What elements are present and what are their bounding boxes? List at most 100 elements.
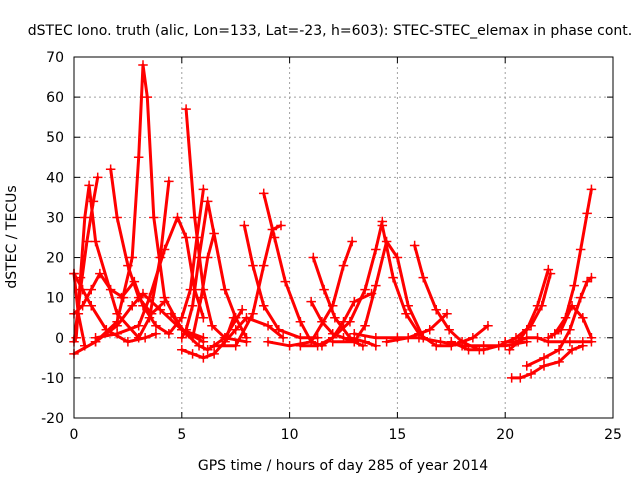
data-point	[258, 300, 269, 311]
data-point	[198, 184, 209, 195]
y-tick-label: -10	[41, 371, 64, 387]
series-line	[191, 232, 216, 340]
y-tick-label: 70	[46, 50, 64, 66]
data-point	[306, 296, 316, 307]
data-point	[207, 320, 217, 331]
series-pass-34	[550, 184, 597, 339]
data-point	[330, 312, 340, 323]
data-point	[187, 333, 198, 343]
data-point	[112, 316, 122, 327]
data-point	[392, 333, 403, 343]
data-point	[539, 353, 549, 363]
data-point	[345, 316, 355, 327]
data-point	[116, 292, 127, 303]
data-point	[129, 276, 140, 287]
axis-ticks: 0 5 10 15 20 25 -20 -10 0 10 20 30 40 50 60 70	[41, 50, 622, 443]
data-point	[522, 333, 532, 343]
x-tick-label: 0	[70, 427, 79, 443]
y-tick-label: 40	[46, 170, 64, 186]
data-point	[263, 337, 273, 347]
series-line	[262, 191, 373, 348]
data-point	[493, 341, 504, 351]
x-tick-label: 25	[604, 427, 622, 443]
data-point	[401, 308, 411, 319]
data-point	[463, 345, 474, 355]
data-point	[269, 232, 280, 243]
data-point	[371, 244, 381, 255]
data-point	[237, 304, 247, 315]
data-point	[349, 296, 360, 307]
data-point	[506, 373, 517, 383]
series-line	[74, 179, 171, 340]
series-pass-10	[90, 212, 209, 343]
data-point	[511, 337, 521, 347]
data-point	[360, 320, 370, 331]
data-point	[181, 232, 191, 243]
data-point	[138, 60, 148, 70]
data-point	[377, 220, 388, 231]
data-point	[159, 296, 170, 307]
data-point	[442, 308, 452, 319]
data-point	[522, 361, 532, 371]
data-point	[567, 300, 577, 311]
data-point	[418, 272, 429, 283]
data-point	[317, 316, 327, 327]
data-point	[543, 333, 554, 343]
series-line	[380, 224, 490, 348]
data-point	[177, 312, 187, 323]
series-pass-07	[90, 60, 209, 347]
data-point	[539, 361, 549, 371]
series-pass-15	[187, 228, 219, 343]
data-point	[263, 320, 273, 331]
data-point	[327, 329, 338, 339]
data-point	[187, 349, 198, 359]
data-point	[194, 341, 204, 351]
data-point	[202, 196, 213, 207]
series-pass-11	[177, 196, 252, 343]
data-point	[349, 337, 360, 347]
data-point	[112, 329, 122, 339]
series-line	[311, 256, 378, 348]
x-tick-label: 20	[496, 427, 514, 443]
y-tick-label: 30	[46, 210, 64, 226]
series-pass-25	[377, 220, 493, 351]
y-tick-label: 50	[46, 130, 64, 146]
data-point	[556, 325, 567, 335]
x-tick-label: 10	[281, 427, 299, 443]
data-point	[198, 353, 209, 363]
data-point	[159, 244, 170, 255]
series-pass-24	[327, 236, 429, 347]
data-point	[80, 212, 90, 223]
data-point	[258, 260, 269, 271]
data-point	[543, 264, 554, 275]
data-point	[431, 304, 441, 315]
data-point	[504, 345, 515, 355]
data-point	[209, 228, 219, 239]
data-point	[575, 244, 586, 255]
data-point	[532, 333, 543, 343]
data-point	[189, 212, 200, 223]
data-point	[181, 104, 191, 114]
data-point	[319, 284, 329, 295]
data-point	[347, 236, 357, 247]
data-point	[164, 176, 174, 187]
data-point	[284, 341, 295, 351]
data-point	[295, 316, 306, 327]
data-point	[202, 345, 213, 355]
data-point	[258, 188, 269, 199]
data-point	[138, 288, 148, 299]
data-point	[424, 325, 435, 335]
data-point	[149, 212, 159, 223]
series-line	[72, 272, 126, 316]
plot-frame	[73, 56, 614, 419]
data-point	[569, 280, 579, 291]
y-tick-label: 60	[46, 90, 64, 106]
data-point	[582, 208, 592, 219]
series-pass-13	[166, 304, 247, 355]
data-point	[327, 337, 338, 347]
data-point	[92, 172, 103, 183]
data-point	[172, 212, 183, 223]
data-point	[444, 325, 454, 335]
data-point	[276, 220, 286, 231]
data-point	[164, 329, 174, 339]
